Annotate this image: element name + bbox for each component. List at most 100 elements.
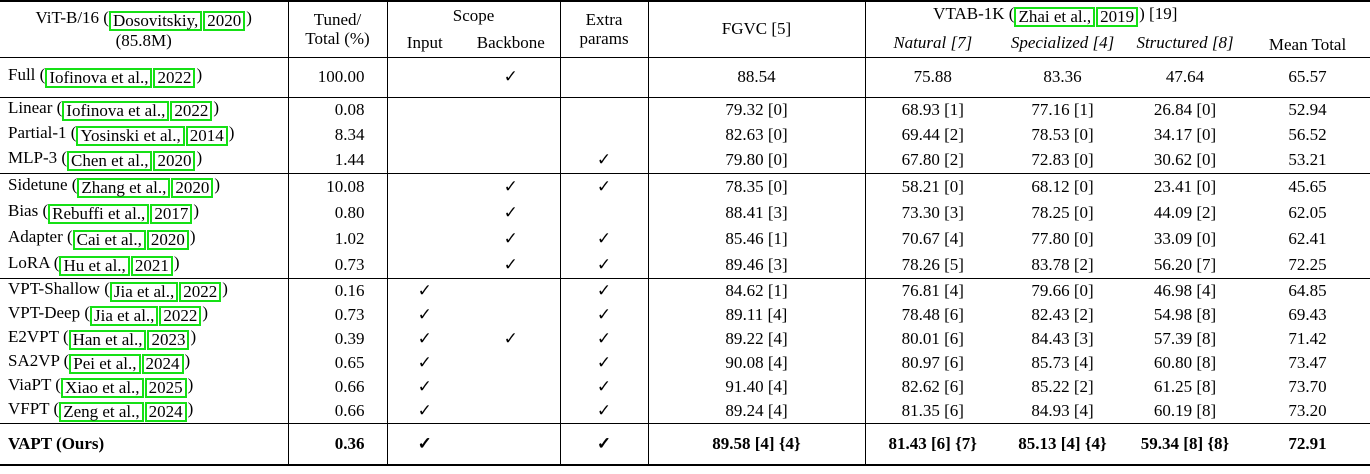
citation-link-author[interactable]: Rebuffi et al., (48, 203, 150, 224)
structured-score-cell: 30.62 [0] (1153, 150, 1217, 170)
natural-score-cell: 75.88 (913, 67, 952, 87)
method-name: VPT-Deep ( (8, 302, 90, 322)
method-name-cell: Partial-1 (Yosinski et al., 2014) (0, 122, 289, 148)
citation-link-year[interactable]: 2022 (179, 281, 222, 302)
backbone-check-cell (462, 122, 561, 148)
table-row: VPT-Deep (Jia et al., 2022) 0.73 ✓ ✓ 89.11 [4… (0, 302, 1370, 327)
method-name-cell: LoRA (Hu et al., 2021) (0, 251, 289, 278)
backbone-check-cell: ✓ (462, 199, 561, 226)
extra-params-check-cell: ✓ (560, 147, 649, 173)
fgvc-score-cell: 82.63 [0] (648, 122, 866, 148)
citation-link-year[interactable]: 2024 (141, 353, 184, 374)
method-name: LoRA ( (8, 252, 60, 272)
structured-score-cell: 59.34 [8] {8} (1140, 433, 1230, 453)
citation-link-author[interactable]: Iofinova et al., (45, 68, 153, 88)
method-name-cell: VPT-Deep (Jia et al., 2022) (0, 302, 289, 327)
citation-link-dosovitskiy[interactable]: Dosovitskiy, (108, 11, 203, 32)
citation-link-year[interactable]: 2022 (159, 305, 202, 326)
method-name: SA2VP ( (8, 350, 70, 370)
citation-link-author[interactable]: Hu et al., (59, 255, 130, 276)
citation-link-author[interactable]: Zhang et al., (77, 177, 171, 198)
backbone-check-cell: ✓ (462, 57, 561, 97)
citation-link-year[interactable]: 2023 (147, 329, 190, 350)
extra-params-check-cell (560, 199, 649, 226)
citation-link-year[interactable]: 2019 (1096, 7, 1139, 27)
natural-score-cell: 78.48 [6] (901, 304, 964, 324)
input-check-cell (387, 173, 462, 200)
col-header-extra-params: Extra params (560, 1, 649, 57)
mean-total-score-cell: 73.70 (1288, 376, 1327, 396)
table-row: Linear (Iofinova et al., 2022) 0.08 79.32 [… (0, 97, 1370, 123)
citation-link-year[interactable]: 2020 (203, 11, 246, 32)
citation-link-year[interactable]: 2024 (144, 401, 187, 422)
table-row: E2VPT (Han et al., 2023) 0.39 ✓ ✓ ✓ 89.22 [4] 8… (0, 326, 1370, 351)
extra-params-check-cell (560, 97, 649, 123)
citation-link-year[interactable]: 2017 (150, 203, 193, 224)
backbone-check-cell (462, 97, 561, 123)
specialized-score-cell: 77.16 [1] (1031, 100, 1094, 120)
backbone-check-cell (462, 350, 561, 375)
method-name: Partial-1 ( (8, 123, 77, 142)
table-group-ours: VAPT (Ours) 0.36 ✓ ✓ 89.58 [4] {4} 81.43 [6] … (0, 423, 1370, 465)
citation-link-author[interactable]: Jia et al., (90, 305, 159, 326)
method-name-cell: Bias (Rebuffi et al., 2017) (0, 199, 289, 226)
method-name: VPT-Shallow ( (8, 278, 110, 298)
natural-score-cell: 76.81 [4] (901, 280, 964, 300)
method-name-close: ) (196, 65, 203, 84)
method-name-close: ) (187, 398, 194, 418)
structured-score-cell: 54.98 [8] (1153, 304, 1217, 324)
citation-link-author[interactable]: Xiao et al., (60, 377, 144, 398)
citation-link-author[interactable]: Han et al., (68, 329, 147, 350)
col-header-method: ViT-B/16 (Dosovitskiy, 2020) (85.8M) (0, 1, 289, 57)
citation-link-year[interactable]: 2022 (153, 68, 196, 88)
natural-score-cell: 80.01 [6] (901, 328, 964, 348)
input-check-cell: ✓ (417, 304, 432, 324)
mean-total-score-cell: 62.05 (1288, 202, 1327, 222)
citation-link-author[interactable]: Jia et al., (109, 281, 179, 302)
specialized-score-cell: 83.78 [2] (1031, 254, 1094, 274)
method-name-cell: VPT-Shallow (Jia et al., 2022) (0, 278, 289, 303)
method-name: VFPT ( (8, 398, 60, 418)
table-row: Full (Iofinova et al., 2022) 100.00 ✓ 88.54 7… (0, 57, 1370, 97)
structured-score-cell: 60.19 [8] (1153, 400, 1217, 420)
citation-link-author[interactable]: Cai et al., (72, 229, 146, 250)
method-name-cell: E2VPT (Han et al., 2023) (0, 326, 289, 351)
table-row: Partial-1 (Yosinski et al., 2014) 8.34 82.6… (0, 122, 1370, 148)
citation-link-author[interactable]: Chen et al., (67, 151, 153, 171)
citation-link-year[interactable]: 2025 (144, 377, 187, 398)
mean-total-score-cell: 73.20 (1288, 400, 1327, 420)
method-name: Bias ( (8, 200, 49, 220)
citation-link-year[interactable]: 2022 (170, 101, 213, 121)
model-name: ViT-B/16 (Dosovitskiy, 2020) (35, 8, 252, 32)
extra-params-check-cell: ✓ (560, 350, 649, 375)
method-name-cell: Linear (Iofinova et al., 2022) (0, 97, 289, 123)
structured-score-cell: 23.41 [0] (1153, 176, 1217, 196)
fgvc-score-cell: 89.46 [3] (648, 251, 866, 278)
citation-link-author[interactable]: Iofinova et al., (62, 101, 170, 121)
citation-link-year[interactable]: 2020 (171, 177, 214, 198)
citation-link-author[interactable]: Yosinski et al., (76, 126, 185, 146)
specialized-score-cell: 79.66 [0] (1031, 280, 1094, 300)
structured-score-cell: 60.80 [8] (1153, 352, 1217, 372)
input-check-cell: ✓ (417, 433, 432, 453)
citation-link-year[interactable]: 2014 (185, 126, 228, 146)
backbone-check-cell (462, 374, 561, 399)
fgvc-score-cell: 79.32 [0] (648, 97, 866, 123)
citation-link-zhai[interactable]: Zhai et al., (1014, 7, 1096, 27)
citation-link-author[interactable]: Pei et al., (69, 353, 141, 374)
input-check-cell: ✓ (417, 280, 432, 300)
tuned-total-cell: 0.39 (288, 326, 388, 351)
mean-total-score-cell: 71.42 (1288, 328, 1327, 348)
citation-link-author[interactable]: Zeng et al., (59, 401, 144, 422)
citation-link-year[interactable]: 2020 (153, 151, 196, 171)
input-check-cell: ✓ (417, 400, 432, 420)
specialized-score-cell: 68.12 [0] (1031, 176, 1094, 196)
citation-link-year[interactable]: 2020 (146, 229, 189, 250)
table-row: LoRA (Hu et al., 2021) 0.73 ✓ ✓ 89.46 [3] 78.2… (0, 251, 1370, 278)
extra-params-check-cell: ✓ (560, 278, 649, 303)
citation-link-year[interactable]: 2021 (130, 255, 173, 276)
fgvc-score-cell: 89.24 [4] (648, 398, 866, 423)
mean-total-score-cell: 56.52 (1288, 125, 1327, 145)
